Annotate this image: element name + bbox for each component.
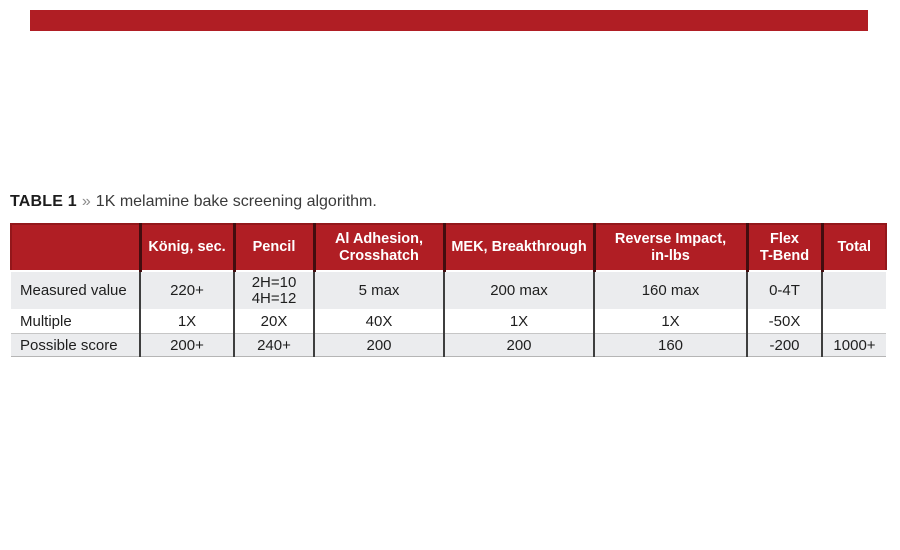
cell-score-total: 1000+	[821, 333, 886, 357]
table-caption-label: TABLE 1	[10, 193, 77, 210]
col-header-pencil: Pencil	[232, 223, 314, 272]
cell-multiple-flex: -50X	[746, 309, 822, 334]
row-label: Possible score	[11, 333, 140, 357]
row-label: Measured value	[11, 271, 140, 309]
col-header-mek: MEK, Breakthrough	[442, 223, 594, 272]
cell-multiple-pencil: 20X	[233, 309, 314, 334]
row-possible-score: Possible score 200+ 240+ 200 200 160 -20…	[11, 333, 886, 357]
cell-multiple-mek: 1X	[443, 309, 594, 334]
cell-score-al-adhesion: 200	[313, 333, 444, 357]
row-measured-value: Measured value 220+ 2H=10 4H=12 5 max 20…	[11, 271, 886, 309]
top-red-banner	[30, 10, 868, 31]
cell-multiple-al-adhesion: 40X	[313, 309, 444, 334]
table-caption-text: 1K melamine bake screening algorithm.	[95, 193, 377, 210]
header-row: König, sec. Pencil Al Adhesion, Crosshat…	[10, 223, 887, 272]
col-header-blank	[10, 223, 140, 272]
col-header-konig: König, sec.	[138, 223, 234, 272]
cell-measured-al-adhesion: 5 max	[313, 271, 444, 309]
cell-multiple-total	[821, 309, 886, 334]
cell-multiple-reverse-impact: 1X	[593, 309, 747, 334]
cell-score-flex: -200	[746, 333, 822, 357]
screening-algorithm-table: König, sec. Pencil Al Adhesion, Crosshat…	[10, 223, 887, 357]
cell-measured-reverse-impact: 160 max	[593, 271, 747, 309]
row-multiple: Multiple 1X 20X 40X 1X 1X -50X	[11, 309, 886, 334]
cell-score-mek: 200	[443, 333, 594, 357]
row-label: Multiple	[11, 309, 140, 334]
col-header-reverse-impact: Reverse Impact, in-lbs	[592, 223, 747, 272]
cell-measured-pencil: 2H=10 4H=12	[233, 271, 314, 309]
cell-score-reverse-impact: 160	[593, 333, 747, 357]
table-caption: TABLE 1» 1K melamine bake screening algor…	[10, 193, 377, 211]
cell-multiple-konig: 1X	[139, 309, 234, 334]
col-header-al-adhesion: Al Adhesion, Crosshatch	[312, 223, 444, 272]
cell-measured-total	[821, 271, 886, 309]
caption-chevrons-icon: »	[81, 193, 91, 210]
cell-measured-mek: 200 max	[443, 271, 594, 309]
col-header-total: Total	[820, 223, 887, 272]
cell-measured-flex: 0-4T	[746, 271, 822, 309]
col-header-flex-t-bend: Flex T-Bend	[745, 223, 822, 272]
cell-score-pencil: 240+	[233, 333, 314, 357]
cell-score-konig: 200+	[139, 333, 234, 357]
cell-measured-konig: 220+	[139, 271, 234, 309]
